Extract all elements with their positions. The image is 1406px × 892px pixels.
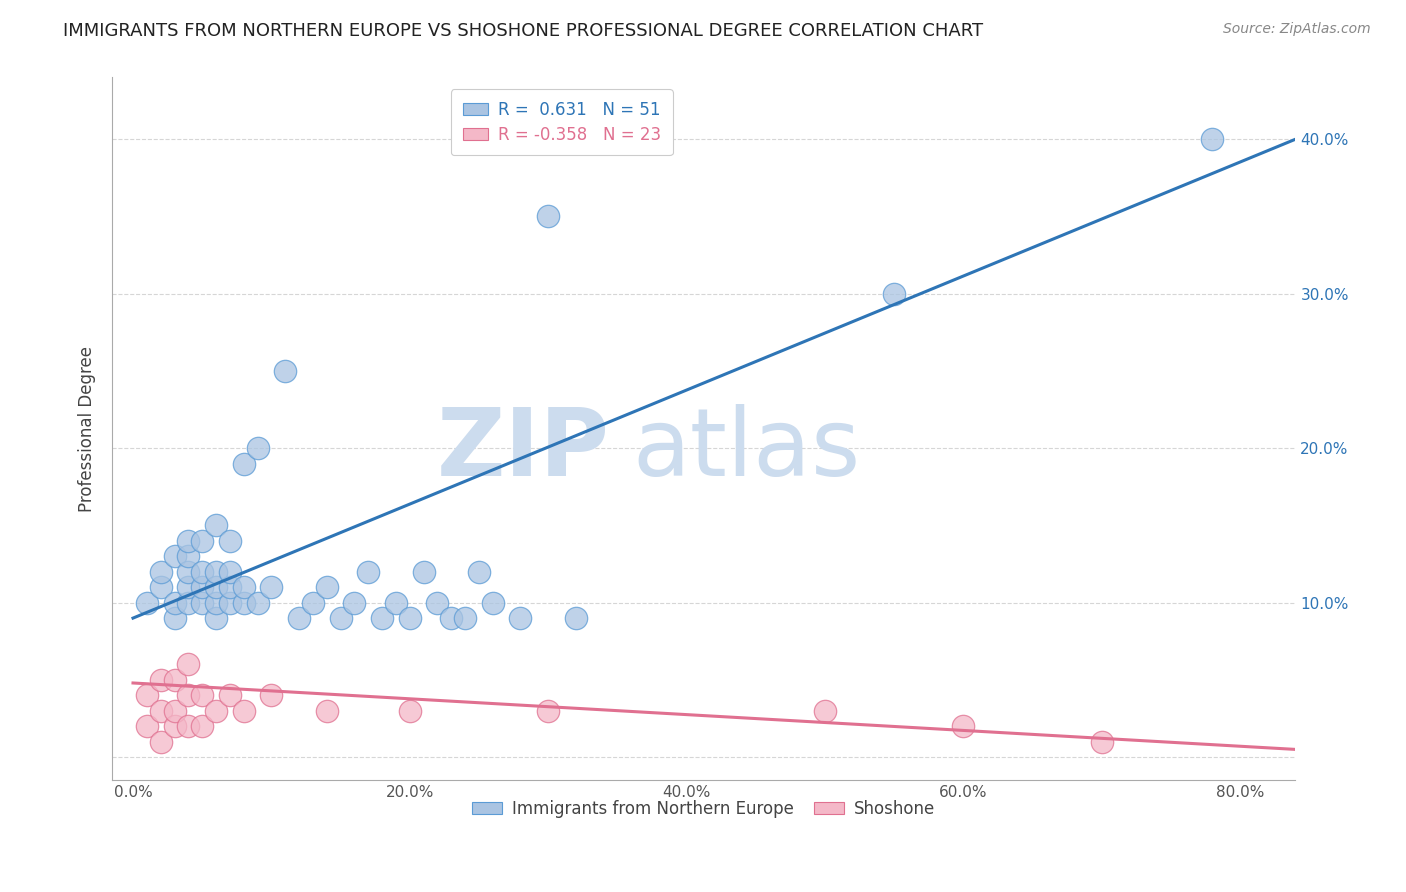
- Point: [329, 611, 352, 625]
- Point: [232, 704, 254, 718]
- Point: [1091, 734, 1114, 748]
- Legend: Immigrants from Northern Europe, Shoshone: Immigrants from Northern Europe, Shoshon…: [465, 793, 942, 825]
- Point: [205, 580, 228, 594]
- Point: [412, 565, 434, 579]
- Point: [218, 565, 240, 579]
- Point: [232, 457, 254, 471]
- Point: [205, 565, 228, 579]
- Point: [149, 734, 172, 748]
- Point: [398, 704, 420, 718]
- Point: [135, 719, 157, 733]
- Point: [177, 549, 200, 564]
- Point: [135, 689, 157, 703]
- Point: [952, 719, 974, 733]
- Point: [246, 441, 269, 455]
- Point: [163, 673, 186, 687]
- Point: [1201, 132, 1223, 146]
- Point: [191, 689, 214, 703]
- Point: [232, 580, 254, 594]
- Text: Source: ZipAtlas.com: Source: ZipAtlas.com: [1223, 22, 1371, 37]
- Point: [357, 565, 380, 579]
- Text: atlas: atlas: [633, 404, 860, 496]
- Point: [260, 689, 283, 703]
- Point: [149, 704, 172, 718]
- Point: [302, 596, 325, 610]
- Point: [509, 611, 531, 625]
- Point: [537, 210, 560, 224]
- Point: [814, 704, 837, 718]
- Point: [315, 704, 337, 718]
- Point: [385, 596, 408, 610]
- Point: [191, 565, 214, 579]
- Point: [177, 657, 200, 672]
- Point: [537, 704, 560, 718]
- Point: [454, 611, 477, 625]
- Point: [883, 286, 905, 301]
- Point: [191, 580, 214, 594]
- Point: [177, 719, 200, 733]
- Point: [205, 596, 228, 610]
- Point: [426, 596, 449, 610]
- Point: [371, 611, 394, 625]
- Point: [315, 580, 337, 594]
- Point: [218, 596, 240, 610]
- Point: [163, 719, 186, 733]
- Text: IMMIGRANTS FROM NORTHERN EUROPE VS SHOSHONE PROFESSIONAL DEGREE CORRELATION CHAR: IMMIGRANTS FROM NORTHERN EUROPE VS SHOSH…: [63, 22, 983, 40]
- Point: [149, 580, 172, 594]
- Point: [163, 549, 186, 564]
- Point: [177, 565, 200, 579]
- Text: ZIP: ZIP: [436, 404, 609, 496]
- Point: [163, 704, 186, 718]
- Point: [149, 673, 172, 687]
- Point: [218, 689, 240, 703]
- Point: [205, 518, 228, 533]
- Point: [232, 596, 254, 610]
- Point: [398, 611, 420, 625]
- Point: [191, 533, 214, 548]
- Y-axis label: Professional Degree: Professional Degree: [79, 346, 96, 512]
- Point: [149, 565, 172, 579]
- Point: [218, 580, 240, 594]
- Point: [205, 704, 228, 718]
- Point: [565, 611, 588, 625]
- Point: [288, 611, 311, 625]
- Point: [246, 596, 269, 610]
- Point: [468, 565, 491, 579]
- Point: [440, 611, 463, 625]
- Point: [163, 611, 186, 625]
- Point: [482, 596, 505, 610]
- Point: [260, 580, 283, 594]
- Point: [135, 596, 157, 610]
- Point: [177, 580, 200, 594]
- Point: [177, 533, 200, 548]
- Point: [163, 596, 186, 610]
- Point: [218, 533, 240, 548]
- Point: [191, 719, 214, 733]
- Point: [191, 596, 214, 610]
- Point: [274, 364, 297, 378]
- Point: [343, 596, 366, 610]
- Point: [177, 596, 200, 610]
- Point: [177, 689, 200, 703]
- Point: [205, 611, 228, 625]
